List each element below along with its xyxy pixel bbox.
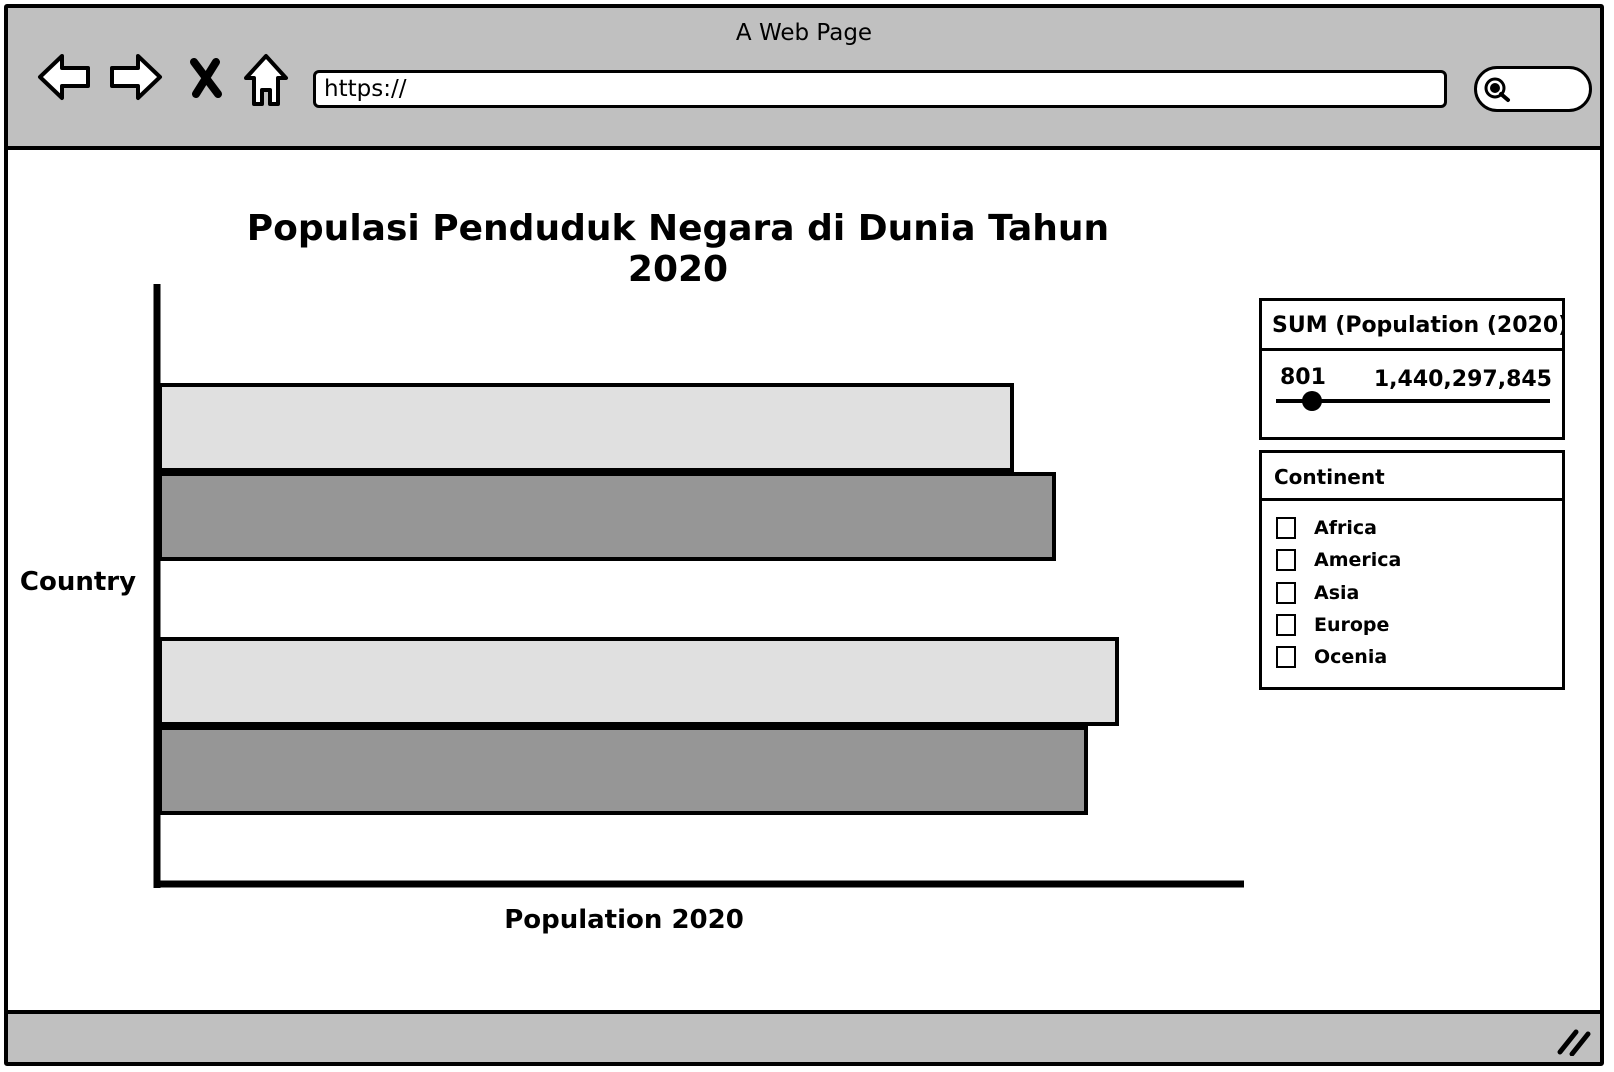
checkbox-label: Asia [1314,582,1360,604]
continent-option-ocenia[interactable]: Ocenia [1276,644,1387,670]
continent-option-africa[interactable]: Africa [1276,515,1377,541]
home-icon[interactable] [242,52,290,108]
checkbox[interactable] [1276,614,1296,636]
slider-min-label: 801 [1280,365,1326,390]
sum-filter-title: SUM (Population (2020) [1262,301,1562,351]
checkbox-label: Europe [1314,614,1390,636]
continent-filter: Continent Africa America Asia Europe Oce… [1259,450,1565,690]
continent-filter-title: Continent [1262,453,1562,501]
page-title: Populasi Penduduk Negara di Dunia Tahun … [246,208,1110,290]
arrow-left-icon[interactable] [36,52,92,102]
search-icon [1484,77,1510,102]
close-icon[interactable] [188,58,224,98]
arrow-right-icon[interactable] [108,52,164,102]
population-range-slider[interactable] [1276,399,1550,403]
url-bar[interactable]: https:// [313,70,1447,108]
search-input[interactable] [1474,66,1592,112]
checkbox[interactable] [1276,549,1296,571]
bar-3[interactable] [158,637,1119,726]
checkbox-label: Ocenia [1314,646,1388,668]
checkbox-label: America [1314,549,1402,571]
bar-2[interactable] [158,472,1056,561]
window-title: A Web Page [735,20,873,46]
bar-1[interactable] [158,383,1014,472]
population-bar-chart: Country Population 2020 [20,284,1244,935]
checkbox[interactable] [1276,582,1296,604]
browser-window: A Web Page https:// Populasi Penduduk Ne… [4,4,1604,1066]
checkbox[interactable] [1276,517,1296,539]
continent-option-europe[interactable]: Europe [1276,612,1389,638]
continent-option-america[interactable]: America [1276,547,1401,573]
checkbox[interactable] [1276,646,1296,668]
slider-max-label: 1,440,297,845 [1373,367,1552,392]
y-axis-label: Country [20,567,136,597]
status-bar [8,1010,1600,1062]
bar-4[interactable] [158,726,1088,815]
checkbox-label: Africa [1314,517,1377,539]
slider-handle[interactable] [1302,391,1322,411]
continent-option-asia[interactable]: Asia [1276,580,1359,606]
x-axis-label: Population 2020 [504,905,744,935]
resize-grip-icon[interactable] [1554,1024,1592,1056]
population-sum-filter: SUM (Population (2020) 801 1,440,297,845 [1259,298,1565,440]
browser-toolbar: A Web Page https:// [8,8,1600,150]
